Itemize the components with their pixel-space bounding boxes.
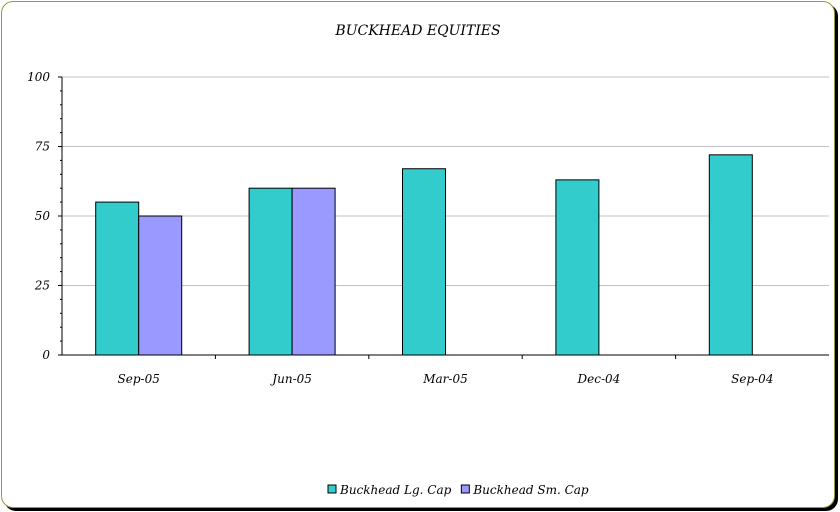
bar — [138, 215, 183, 356]
bar — [95, 201, 140, 356]
legend-label: Buckhead Sm. Cap — [472, 483, 589, 497]
x-tick-label: Sep-05 — [118, 372, 160, 386]
legend-swatch — [327, 484, 337, 494]
bar — [402, 168, 446, 356]
y-tick-label: 25 — [34, 279, 50, 293]
x-tick-label: Jun-05 — [269, 372, 312, 386]
x-tick-label: Dec-04 — [577, 372, 621, 386]
y-tick-label: 100 — [27, 70, 50, 84]
y-tick-label: 75 — [35, 140, 50, 154]
legend-swatch — [460, 484, 470, 494]
y-tick-label: 0 — [42, 348, 50, 362]
legend-label: Buckhead Lg. Cap — [339, 483, 452, 497]
axes: 0 25 50 75 100 Sep-05 Jun-05 Mar-05 Dec-04 Sep-04 — [27, 70, 829, 386]
bar — [708, 154, 753, 356]
chart-title: BUCKHEAD EQUITIES — [334, 23, 500, 39]
bar — [248, 187, 293, 356]
x-tick-label: Mar-05 — [422, 372, 468, 386]
y-tick-label: 50 — [35, 209, 51, 223]
x-tick-label: Sep-04 — [731, 372, 773, 386]
bar — [555, 179, 600, 356]
bar — [291, 187, 336, 356]
bars — [95, 154, 753, 356]
legend: Buckhead Lg. Cap Buckhead Sm. Cap — [327, 483, 589, 497]
